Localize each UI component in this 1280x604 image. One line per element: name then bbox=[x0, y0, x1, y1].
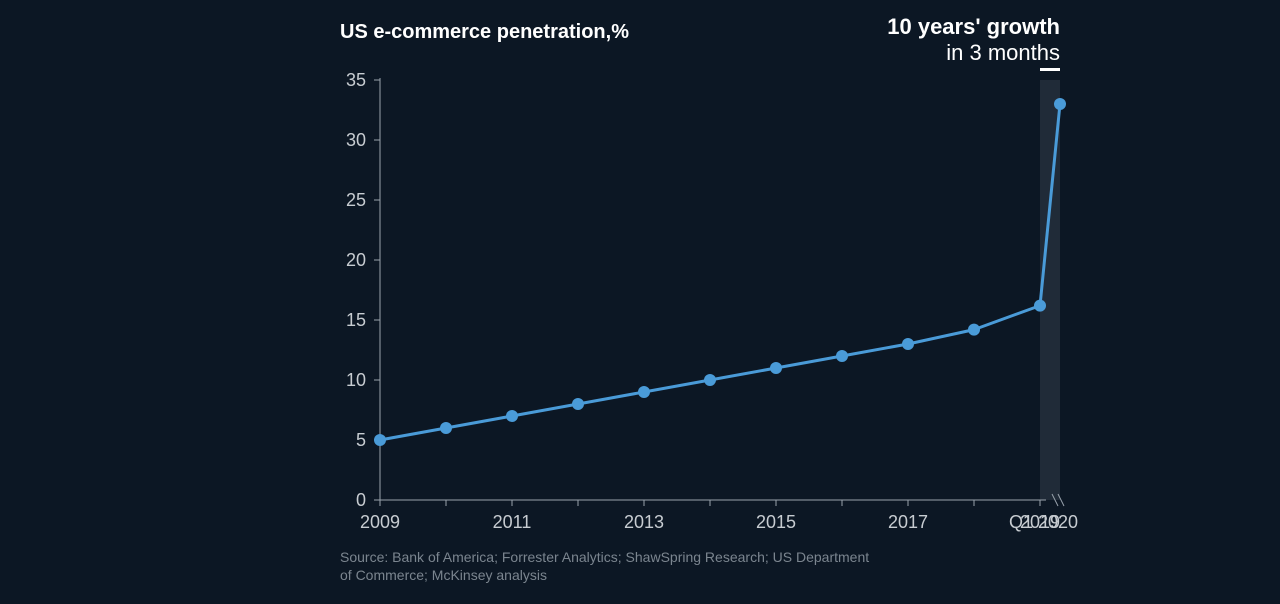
data-marker bbox=[1034, 300, 1046, 312]
y-tick-label: 25 bbox=[346, 190, 366, 210]
chart-container: US e-commerce penetration,% 10 years' gro… bbox=[0, 0, 1280, 604]
data-marker bbox=[1054, 98, 1066, 110]
x-tick-label: 2015 bbox=[756, 512, 796, 532]
data-marker bbox=[902, 338, 914, 350]
y-tick-label: 30 bbox=[346, 130, 366, 150]
y-tick-label: 35 bbox=[346, 70, 366, 90]
x-tick-label: Q1 2020 bbox=[1009, 512, 1078, 532]
y-tick-label: 0 bbox=[356, 490, 366, 510]
source-line1: Source: Bank of America; Forrester Analy… bbox=[340, 549, 869, 565]
data-marker bbox=[638, 386, 650, 398]
annotation-line1: 10 years' growth bbox=[887, 14, 1060, 39]
y-tick-label: 15 bbox=[346, 310, 366, 330]
y-tick-label: 5 bbox=[356, 430, 366, 450]
chart-title: US e-commerce penetration,% bbox=[340, 21, 629, 43]
x-tick-label: 2009 bbox=[360, 512, 400, 532]
data-marker bbox=[572, 398, 584, 410]
annotation-line2: in 3 months bbox=[946, 40, 1060, 65]
highlight-band-top-bar bbox=[1040, 68, 1060, 71]
y-tick-label: 10 bbox=[346, 370, 366, 390]
data-marker bbox=[374, 434, 386, 446]
line-chart-svg: US e-commerce penetration,% 10 years' gro… bbox=[0, 0, 1280, 604]
data-marker bbox=[836, 350, 848, 362]
x-tick-label: 2017 bbox=[888, 512, 928, 532]
y-tick-label: 20 bbox=[346, 250, 366, 270]
data-marker bbox=[440, 422, 452, 434]
data-marker bbox=[704, 374, 716, 386]
source-line2: of Commerce; McKinsey analysis bbox=[340, 567, 547, 583]
data-marker bbox=[770, 362, 782, 374]
data-marker bbox=[968, 324, 980, 336]
x-tick-label: 2013 bbox=[624, 512, 664, 532]
data-marker bbox=[506, 410, 518, 422]
x-tick-label: 2011 bbox=[493, 512, 532, 532]
